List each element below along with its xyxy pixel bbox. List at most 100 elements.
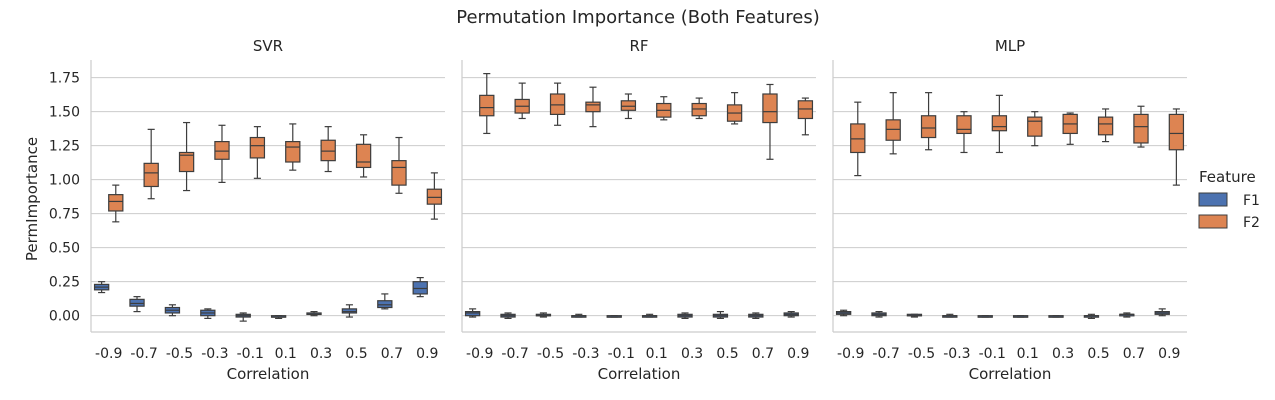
box-iqr <box>1097 116 1114 136</box>
box-f2 <box>797 97 814 136</box>
y-tick-label: 0.00 <box>49 309 80 325</box>
box-f1 <box>677 312 693 319</box>
box-iqr <box>549 93 566 115</box>
box-f2 <box>956 111 972 154</box>
box-f1 <box>535 312 552 318</box>
box-f2 <box>355 134 372 178</box>
x-tick-label: 0.3 <box>681 346 703 362</box>
x-tick-label: 0.1 <box>646 346 668 362</box>
box-f2 <box>585 86 601 128</box>
x-tick-label: 0.9 <box>416 346 438 362</box>
box-iqr <box>885 119 901 141</box>
box-f1 <box>977 315 993 318</box>
x-tick-label: 0.7 <box>1123 346 1145 362</box>
x-axis-label: Correlation <box>227 365 310 383</box>
y-tick-label: 0.50 <box>49 241 80 257</box>
box-iqr <box>1168 113 1185 151</box>
legend-label-f2: F2 <box>1243 215 1260 231</box>
box-iqr <box>391 160 407 186</box>
x-tick-label: -0.5 <box>166 346 193 362</box>
x-tick-label: -0.3 <box>572 346 599 362</box>
box-f2 <box>285 123 301 171</box>
y-tick-label: 1.00 <box>49 173 80 189</box>
legend-label-f1: F1 <box>1243 193 1260 209</box>
box-f1 <box>200 308 216 319</box>
x-tick-label: 0.1 <box>275 346 297 362</box>
box-f2 <box>1168 108 1185 186</box>
box-iqr <box>341 308 358 314</box>
x-tick-label: -0.7 <box>130 346 157 362</box>
box-iqr <box>850 123 866 154</box>
box-f1 <box>235 312 251 322</box>
box-f1 <box>1119 312 1135 318</box>
box-f1 <box>270 315 287 319</box>
box-iqr <box>214 141 230 160</box>
box-iqr <box>249 136 266 159</box>
panel-title: RF <box>629 37 648 55</box>
x-tick-label: -0.5 <box>537 346 564 362</box>
legend-swatch-f2 <box>1198 214 1228 229</box>
box-f1 <box>1048 315 1064 318</box>
y-tick-label: 1.75 <box>49 71 80 87</box>
box-f2 <box>920 92 937 151</box>
box-f1 <box>871 311 887 318</box>
box-f1 <box>377 293 393 310</box>
x-tick-label: 0.3 <box>1052 346 1074 362</box>
x-tick-label: -0.1 <box>979 346 1006 362</box>
box-f1 <box>641 313 658 318</box>
box-f2 <box>656 96 672 121</box>
box-f1 <box>571 313 587 318</box>
box-f2 <box>143 128 159 200</box>
y-axis-label: PermImportance <box>23 137 41 261</box>
box-iqr <box>620 100 637 111</box>
x-tick-label: 0.5 <box>716 346 738 362</box>
box-iqr <box>691 102 707 117</box>
x-tick-label: 0.3 <box>310 346 332 362</box>
box-f1 <box>464 308 481 318</box>
x-tick-label: 0.7 <box>381 346 403 362</box>
legend-title: Feature <box>1199 168 1256 186</box>
box-f1 <box>1012 315 1029 318</box>
x-tick-label: -0.9 <box>95 346 122 362</box>
panel-mlp: MLP -0.9 -0.7 -0.5 -0.3 -0.1 0.1 0.3 0.5 0.7 0.9 Co… <box>832 37 1187 383</box>
box-f2 <box>1133 105 1149 148</box>
x-tick-label: -0.7 <box>872 346 899 362</box>
box-f2 <box>320 126 336 173</box>
box-f1 <box>906 313 923 318</box>
box-f1 <box>835 309 852 317</box>
x-tick-label: -0.9 <box>837 346 864 362</box>
box-iqr <box>1027 116 1043 137</box>
panel-svr: SVR0.000.250.500.751.001.251.501.75-0.9-… <box>49 37 445 383</box>
box-f1 <box>306 311 322 317</box>
x-axis-label: Correlation <box>598 365 681 383</box>
box-iqr <box>991 115 1008 132</box>
x-tick-label: -0.7 <box>501 346 528 362</box>
box-f2 <box>762 83 778 160</box>
x-tick-label: 0.9 <box>787 346 809 362</box>
x-tick-label: 0.9 <box>1158 346 1180 362</box>
box-iqr <box>320 139 336 162</box>
box-f1 <box>1083 313 1100 319</box>
box-f1 <box>412 277 428 298</box>
x-tick-label: 0.1 <box>1017 346 1039 362</box>
box-f1 <box>129 296 145 313</box>
x-tick-label: 0.5 <box>345 346 367 362</box>
panel-title: MLP <box>995 37 1025 55</box>
panel-rf: RF -0.9 -0.7 -0.5 -0.3 -0.1 0.1 0.3 0.5 0.7 0.9 Cor… <box>461 37 816 383</box>
box-f1 <box>748 312 764 319</box>
x-tick-label: -0.9 <box>466 346 493 362</box>
box-iqr <box>178 151 195 173</box>
x-tick-label: -0.1 <box>237 346 264 362</box>
box-f1 <box>93 281 110 294</box>
box-iqr <box>412 281 428 295</box>
box-f2 <box>1027 111 1043 147</box>
box-iqr <box>920 115 937 139</box>
x-tick-label: 0.5 <box>1087 346 1109 362</box>
box-iqr <box>956 115 972 135</box>
legend: Feature F1 F2 <box>1198 168 1260 231</box>
x-tick-label: 0.7 <box>752 346 774 362</box>
box-iqr <box>143 162 159 188</box>
box-f1 <box>942 313 958 318</box>
chart-title: Permutation Importance (Both Features) <box>456 7 819 28</box>
